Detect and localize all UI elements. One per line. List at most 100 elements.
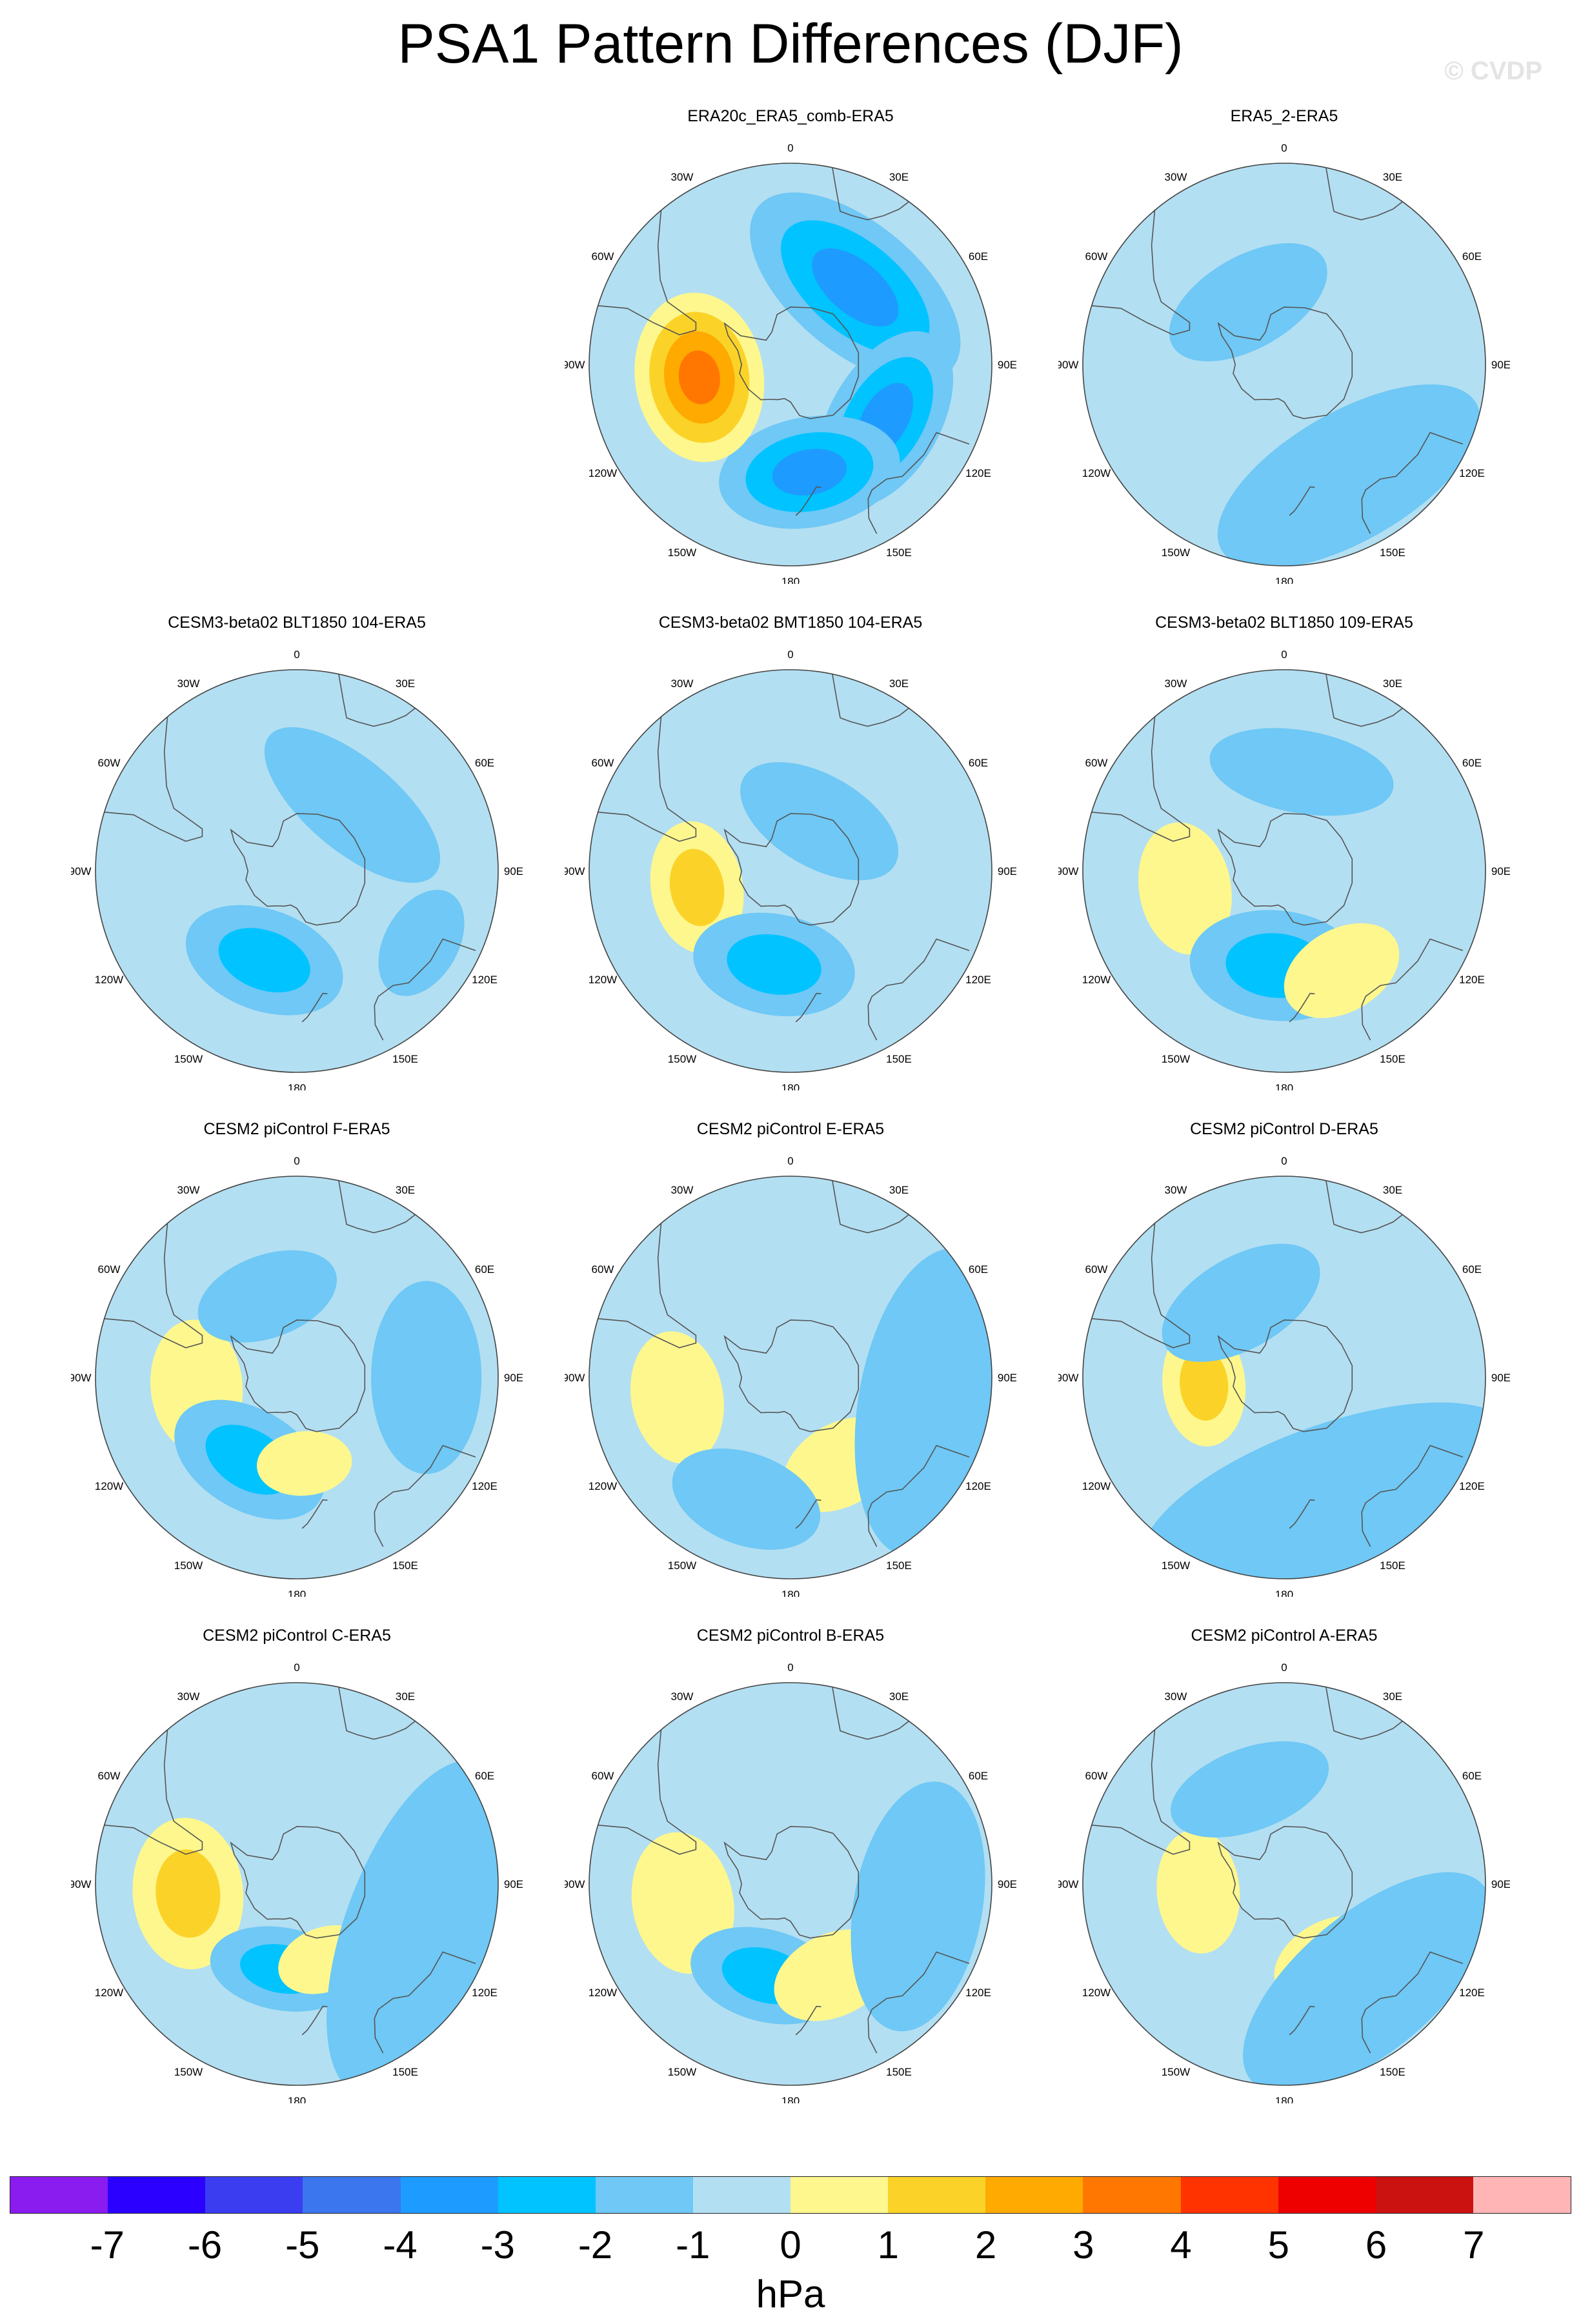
polar-map: 0 30E 60E 90E 120E 150E 180 150W 120W 90W 60W 30W: [1058, 142, 1510, 584]
colorbar-swatch: [692, 2177, 790, 2213]
map-panel: ERA20c_ERA5_comb-ERA5 0 30E 60E 90E 120E 150E 1…: [565, 106, 1016, 584]
map-boundary: [1082, 163, 1486, 566]
longitude-label: 90E: [504, 865, 523, 877]
antarctica-coastline: [230, 1826, 366, 1939]
colorbar-tick-label: -1: [676, 2223, 710, 2267]
panel-title: CESM2 piControl E-ERA5: [696, 1120, 885, 1138]
longitude-label: 90W: [1058, 359, 1078, 371]
africa-coastline: [338, 1180, 416, 1234]
map-panel: CESM2 piControl B-ERA5 0 30E 60E 90E 120E 150E…: [565, 1626, 1016, 2103]
antarctica-coastline: [1217, 1319, 1353, 1432]
longitude-label: 120W: [95, 1987, 123, 1999]
page-title: PSA1 Pattern Differences (DJF): [398, 13, 1183, 75]
low-anomaly-contour: [264, 726, 441, 883]
panel-title: CESM2 piControl B-ERA5: [696, 1627, 885, 1645]
map-boundary: [95, 1682, 499, 2086]
longitude-label: 120W: [589, 1987, 617, 1999]
antarctica-coastline: [723, 813, 860, 926]
low-anomaly-contour: [1171, 1741, 1329, 1838]
longitude-label: 90E: [998, 359, 1016, 371]
map-boundary: [1082, 1176, 1486, 1579]
polar-map: 0 30E 60E 90E 120E 150E 180 150W 120W 90W 60W 30W: [71, 1661, 523, 2103]
longitude-label: 0: [1281, 1661, 1287, 1674]
colorbar-tick-label: -2: [578, 2223, 613, 2267]
longitude-label: 30W: [1165, 1690, 1187, 1703]
colorbar-tick-label: -4: [383, 2223, 418, 2267]
australia-coastline: [867, 1445, 970, 1547]
longitude-label: 180: [781, 1588, 800, 1597]
south-america-coastline: [1091, 1223, 1191, 1348]
longitude-label: 150E: [392, 2066, 418, 2078]
longitude-label: 90W: [71, 1878, 91, 1890]
longitude-label: 60E: [969, 250, 988, 263]
longitude-label: 150W: [174, 2066, 203, 2078]
low-anomaly-contour: [370, 1281, 482, 1474]
longitude-label: 90W: [565, 1878, 585, 1890]
antarctica-coastline: [723, 1319, 860, 1432]
new-zealand-coastline: [301, 2005, 328, 2036]
longitude-label: 90E: [998, 1372, 1016, 1384]
low-anomaly-contour: [1162, 1243, 1320, 1362]
new-zealand-coastline: [795, 2005, 821, 2036]
colorbar-swatch: [1278, 2177, 1376, 2213]
longitude-label: 180: [288, 1588, 306, 1597]
new-zealand-coastline: [1289, 2005, 1315, 2036]
africa-coastline: [1325, 1180, 1403, 1234]
low-anomaly-contour: [672, 1448, 821, 1550]
south-america-coastline: [598, 1729, 697, 1855]
longitude-label: 0: [294, 648, 299, 661]
longitude-label: 90W: [565, 1372, 585, 1384]
africa-coastline: [338, 1687, 416, 1740]
longitude-label: 90E: [1491, 359, 1510, 371]
longitude-label: 90E: [1491, 865, 1510, 877]
low-anomaly-contour: [1141, 1402, 1485, 1579]
longitude-label: 150W: [668, 2066, 696, 2078]
longitude-label: 120W: [1082, 467, 1111, 479]
map-panel: CESM2 piControl F-ERA5 0 30E 60E 90E 120E 150E…: [71, 1119, 523, 1597]
panel-title: ERA5_2-ERA5: [1230, 107, 1338, 125]
longitude-label: 150E: [392, 1053, 418, 1065]
colorbar-swatch: [1180, 2177, 1278, 2213]
longitude-label: 120E: [1459, 1480, 1485, 1492]
low-anomaly-contour: [218, 928, 310, 993]
longitude-label: 150E: [886, 2066, 912, 2078]
australia-coastline: [374, 938, 476, 1041]
polar-map: 0 30E 60E 90E 120E 150E 180 150W 120W 90W 60W 30W: [71, 1155, 523, 1597]
map-boundary: [1082, 669, 1486, 1073]
low-anomaly-contour: [727, 934, 821, 995]
high-anomaly-contour: [669, 848, 725, 927]
south-america-coastline: [104, 1729, 203, 1855]
map-boundary: [95, 1176, 499, 1579]
longitude-label: 60W: [592, 757, 614, 769]
map-panel: CESM2 piControl C-ERA5 0 30E 60E 90E 120E 150E…: [71, 1626, 523, 2103]
longitude-label: 30E: [889, 1184, 909, 1196]
longitude-label: 120W: [589, 974, 617, 986]
panel-title: CESM3-beta02 BLT1850 104-ERA5: [168, 614, 426, 632]
longitude-label: 60E: [969, 1770, 988, 1782]
longitude-label: 60W: [98, 1770, 121, 1782]
longitude-label: 90W: [1058, 865, 1078, 877]
high-anomaly-contour: [630, 1331, 724, 1464]
longitude-label: 150E: [886, 546, 912, 559]
colorbar-swatch: [985, 2177, 1083, 2213]
colorbar-tick-label: -7: [90, 2223, 125, 2267]
longitude-label: 30E: [1383, 1184, 1402, 1196]
longitude-label: 150E: [886, 1053, 912, 1065]
antarctica-coastline: [1217, 306, 1353, 419]
longitude-label: 150E: [886, 1559, 912, 1572]
polar-map: 0 30E 60E 90E 120E 150E 180 150W 120W 90W 60W 30W: [565, 1661, 1016, 2103]
antarctica-coastline: [1217, 813, 1353, 926]
longitude-label: 30E: [396, 677, 415, 690]
longitude-label: 30E: [1383, 1690, 1402, 1703]
polar-map: 0 30E 60E 90E 120E 150E 180 150W 120W 90W 60W 30W: [565, 142, 1016, 584]
longitude-label: 60W: [592, 1263, 614, 1276]
panel-title: CESM2 piControl F-ERA5: [203, 1120, 390, 1138]
longitude-label: 150W: [1162, 1559, 1190, 1572]
longitude-label: 180: [1275, 1082, 1293, 1090]
longitude-label: 60W: [98, 757, 121, 769]
south-america-coastline: [598, 716, 697, 842]
longitude-label: 60W: [592, 250, 614, 263]
colorbar-tick-label: 6: [1365, 2223, 1387, 2267]
colorbar-tick-label: 7: [1463, 2223, 1485, 2267]
polar-map: 0 30E 60E 90E 120E 150E 180 150W 120W 90W 60W 30W: [71, 648, 523, 1090]
